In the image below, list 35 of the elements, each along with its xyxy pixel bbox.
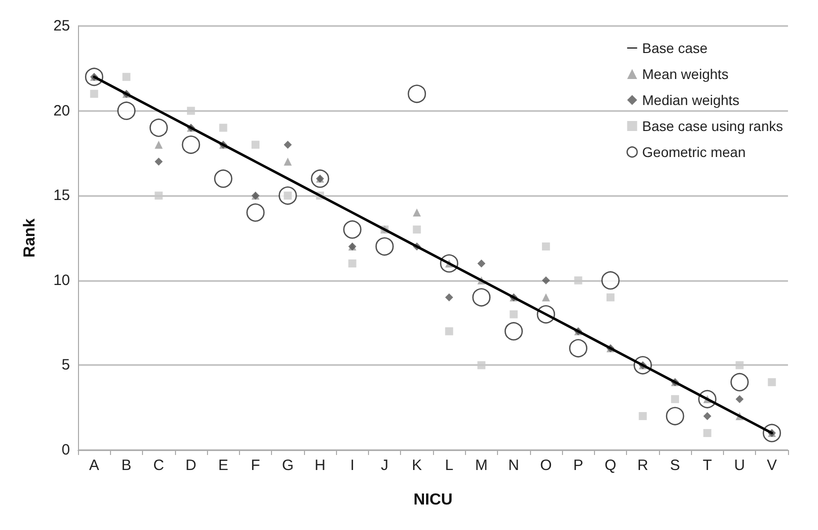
x-tick-label: V <box>766 457 777 474</box>
y-tick-label: 15 <box>53 187 70 204</box>
x-axis-title: NICU <box>413 492 453 508</box>
x-tick-label: T <box>702 457 712 474</box>
legend-label: Base case using ranks <box>642 118 784 134</box>
legend-label: Base case <box>642 40 708 56</box>
x-tick-label: O <box>540 457 552 474</box>
x-tick-label: R <box>637 457 648 474</box>
x-tick-label: J <box>380 457 388 474</box>
x-tick-label: S <box>670 457 680 474</box>
y-tick-label: 5 <box>62 356 70 374</box>
y-tick-label: 25 <box>53 18 70 34</box>
x-tick-label: G <box>282 457 294 474</box>
x-tick-label: Q <box>604 457 616 474</box>
x-tick-label: D <box>186 457 197 474</box>
x-tick-label: E <box>218 457 228 474</box>
legend-label: Geometric mean <box>642 144 746 160</box>
x-tick-label: H <box>314 457 326 474</box>
y-tick-label: 10 <box>53 272 70 289</box>
x-tick-label: N <box>508 457 520 474</box>
y-tick-label: 0 <box>62 442 70 458</box>
x-tick-label: U <box>734 457 746 474</box>
legend-label: Mean weights <box>642 66 729 82</box>
legend-label: Median weights <box>642 92 740 108</box>
y-axis-title: Rank <box>22 218 38 258</box>
x-tick-label: M <box>475 457 488 474</box>
x-tick-label: L <box>444 457 454 474</box>
y-tick-label: 20 <box>53 102 70 120</box>
x-tick-label: A <box>89 457 100 474</box>
x-tick-label: C <box>153 457 164 474</box>
x-tick-label: K <box>412 457 422 474</box>
x-tick-label: F <box>250 457 260 474</box>
x-tick-label: I <box>350 457 354 474</box>
x-tick-label: P <box>573 457 584 474</box>
x-tick-label: B <box>121 457 132 474</box>
